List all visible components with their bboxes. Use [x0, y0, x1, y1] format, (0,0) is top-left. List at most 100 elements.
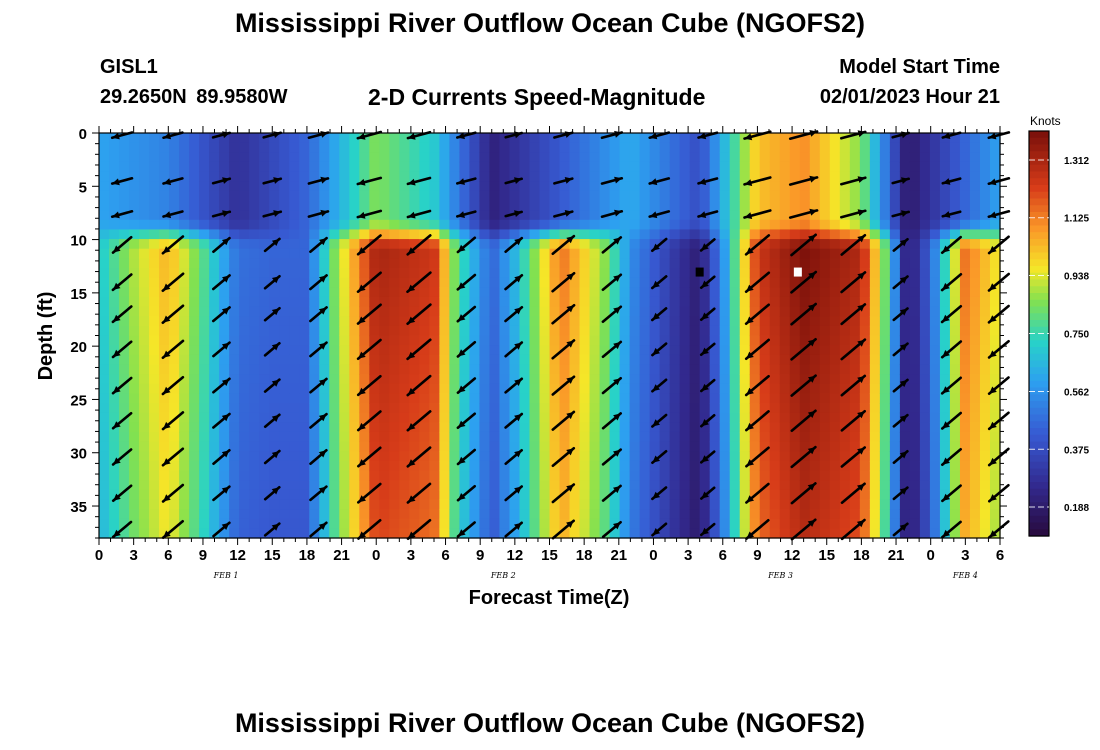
- heat-cell: [259, 142, 270, 153]
- heat-cell: [819, 258, 831, 269]
- heat-cell: [679, 200, 691, 211]
- heat-cell: [909, 393, 921, 404]
- heat-cell: [179, 219, 190, 231]
- heat-cell: [179, 161, 190, 173]
- heat-cell: [669, 431, 681, 443]
- y-tick-label: 15: [70, 286, 87, 303]
- heat-cell: [659, 200, 671, 211]
- heat-cell: [159, 142, 170, 153]
- heat-cell: [119, 470, 130, 481]
- heat-cell: [919, 268, 931, 279]
- heat-cell: [149, 345, 160, 356]
- heat-cell: [929, 248, 941, 259]
- heat-cell: [839, 480, 851, 491]
- heat-cell: [219, 489, 230, 501]
- heat-cell: [919, 354, 931, 366]
- current-arrow: [744, 271, 771, 294]
- heat-cell: [299, 248, 310, 259]
- heat-cell: [329, 528, 340, 539]
- heat-cell: [979, 161, 991, 173]
- heat-cell: [669, 190, 681, 202]
- heat-cell: [269, 441, 280, 452]
- heat-cell: [739, 480, 751, 491]
- heat-cell: [449, 161, 460, 173]
- heat-cell: [229, 316, 240, 327]
- heat-cell: [279, 470, 290, 481]
- heat-cell: [379, 248, 390, 259]
- heat-cell: [509, 354, 521, 366]
- heat-cell: [239, 422, 250, 433]
- heat-cell: [499, 325, 511, 337]
- heat-cell: [269, 528, 280, 539]
- heat-cell: [329, 451, 340, 462]
- heat-cell: [469, 171, 481, 182]
- heat-cell: [769, 499, 781, 510]
- heat-cell: [869, 422, 881, 433]
- heat-cell: [489, 528, 501, 539]
- heat-cell: [259, 345, 270, 356]
- heat-cell: [529, 239, 541, 250]
- heat-cell: [939, 364, 951, 375]
- heat-cell: [689, 239, 701, 250]
- heat-cell: [359, 441, 370, 452]
- heat-cell: [899, 161, 911, 173]
- heat-cell: [629, 325, 641, 337]
- current-arrow: [987, 520, 1010, 539]
- heat-cell: [579, 403, 591, 414]
- heat-cell: [759, 403, 771, 414]
- heat-cell: [299, 364, 310, 375]
- heat-cell: [779, 219, 791, 231]
- heat-cell: [959, 422, 971, 433]
- heat-cell: [129, 152, 140, 163]
- heat-cell: [799, 277, 811, 288]
- heat-cell: [759, 306, 771, 317]
- heat-cell: [479, 296, 491, 308]
- heat-cell: [379, 133, 390, 144]
- heat-cell: [319, 335, 330, 346]
- heat-cell: [719, 200, 731, 211]
- heat-cell: [299, 509, 310, 520]
- heat-cell: [759, 441, 771, 452]
- heat-cell: [529, 470, 541, 481]
- heat-cell: [289, 393, 300, 404]
- heat-cell: [369, 190, 380, 202]
- heat-cell: [869, 219, 881, 231]
- heat-cell: [259, 268, 270, 279]
- heat-cell: [439, 364, 450, 375]
- heat-cell: [159, 161, 170, 173]
- heat-cell: [359, 200, 370, 211]
- heat-cell: [349, 403, 360, 414]
- current-arrow: [650, 307, 668, 322]
- heat-cell: [739, 335, 751, 346]
- heat-cell: [209, 518, 220, 529]
- heat-cell: [199, 161, 210, 173]
- heat-cell: [869, 210, 881, 221]
- heat-cell: [739, 518, 751, 529]
- heat-cell: [659, 460, 671, 472]
- heat-cell: [289, 364, 300, 375]
- heat-cell: [459, 364, 471, 375]
- heat-cell: [119, 489, 130, 501]
- heat-cell: [299, 316, 310, 327]
- heat-cell: [319, 142, 330, 153]
- heat-cell: [349, 142, 360, 153]
- heat-cell: [799, 296, 811, 308]
- current-arrow: [940, 376, 963, 395]
- heat-cell: [299, 460, 310, 472]
- colorbar-segment: [1029, 178, 1049, 186]
- heat-cell: [839, 268, 851, 279]
- heat-cell: [319, 393, 330, 404]
- heat-cell: [399, 258, 410, 269]
- heat-cell: [109, 393, 120, 404]
- heat-cell: [859, 422, 871, 433]
- heat-cell: [849, 489, 861, 501]
- current-arrow: [212, 377, 231, 394]
- current-arrow: [600, 209, 624, 218]
- heat-cell: [119, 335, 130, 346]
- heat-cell: [119, 229, 130, 240]
- heat-cell: [419, 383, 430, 394]
- heat-cell: [799, 268, 811, 279]
- heat-cell: [579, 181, 591, 192]
- current-arrow: [648, 210, 671, 219]
- heat-cell: [199, 509, 210, 520]
